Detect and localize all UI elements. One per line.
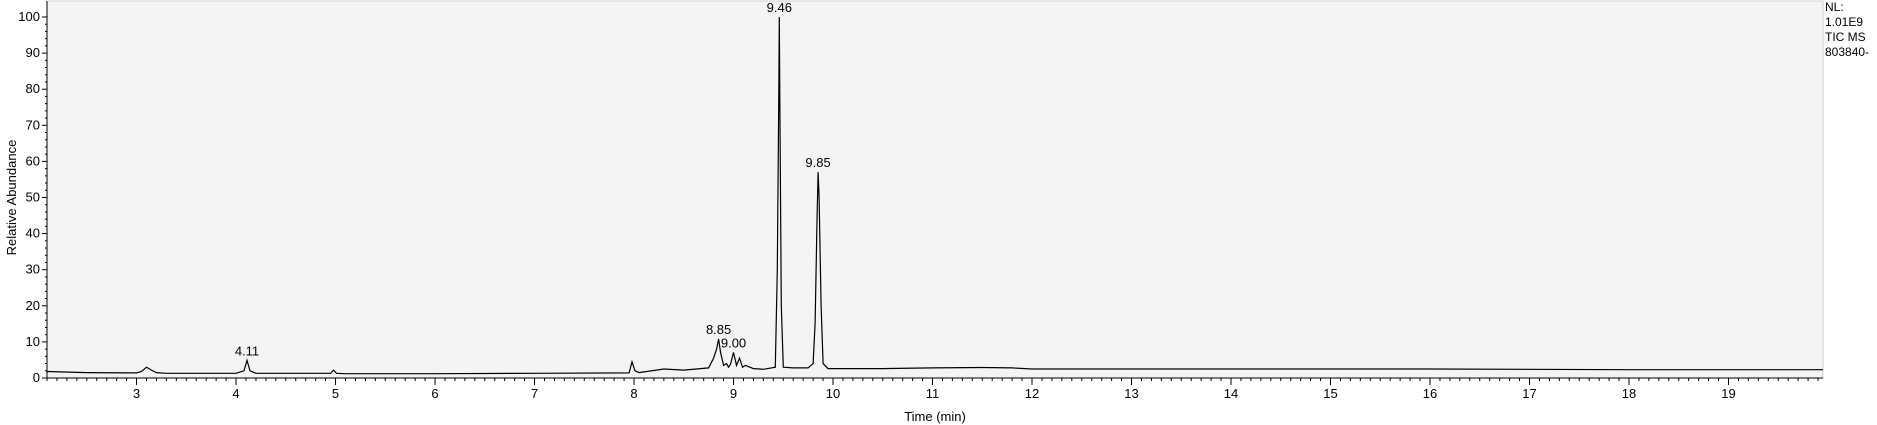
x-tick-label: 3: [133, 386, 140, 401]
y-tick-label: 100: [18, 9, 40, 24]
x-axis-title: Time (min): [904, 409, 966, 424]
x-tick-label: 9: [730, 386, 737, 401]
y-axis-title: Relative Abundance: [4, 140, 19, 256]
y-tick-label: 50: [26, 190, 40, 205]
y-tick-label: 0: [33, 370, 40, 385]
peak-label: 4.11: [235, 343, 259, 358]
x-tick-label: 13: [1124, 386, 1138, 401]
y-tick-label: 10: [26, 334, 40, 349]
x-tick-label: 18: [1622, 386, 1636, 401]
axes: [46, 1, 1823, 379]
x-tick-label: 10: [826, 386, 840, 401]
y-tick-label: 80: [26, 81, 40, 96]
x-tick-label: 6: [431, 386, 438, 401]
y-tick-label: 20: [26, 298, 40, 313]
x-tick-label: 5: [332, 386, 339, 401]
x-tick-label: 19: [1721, 386, 1735, 401]
peak-labels: 4.11 8.859.00 9.46 9.85: [235, 0, 831, 358]
peak-label: 9.85: [805, 155, 830, 170]
x-tick-label: 16: [1423, 386, 1437, 401]
x-tick-label: 11: [926, 386, 940, 401]
x-tick-label: 15: [1323, 386, 1337, 401]
chromatogram-trace: [46, 16, 1823, 375]
x-tick-label: 7: [531, 386, 538, 401]
peak-label: 8.85: [706, 322, 731, 337]
x-tick-label: 8: [630, 386, 637, 401]
peak-label: 9.46: [767, 0, 792, 15]
peak-label: 9.00: [721, 335, 746, 350]
x-tick-label: 17: [1522, 386, 1536, 401]
y-tick-label: 30: [26, 262, 40, 277]
plot-area: [46, 0, 1824, 379]
nl-label: NL:: [1825, 0, 1844, 14]
nl-value: 1.01E9: [1825, 15, 1864, 29]
x-tick-label: 4: [232, 386, 239, 401]
trace-type: TIC MS: [1825, 30, 1866, 44]
y-tick-label: 60: [26, 153, 40, 168]
x-tick-label: 12: [1025, 386, 1039, 401]
y-tick-label: 90: [26, 45, 40, 60]
y-tick-label: 70: [26, 117, 40, 132]
x-tick-label: 14: [1224, 386, 1238, 401]
ticks: 0 10 20 30 40 50 60 70 80 90 100 3 4 5 6 7 8 9 10 11 12 13 14 1…: [18, 9, 1819, 401]
info-panel: NL: 1.01E9 TIC MS 803840-: [1825, 0, 1869, 60]
y-tick-label: 40: [26, 226, 40, 241]
file-name: 803840-: [1825, 45, 1870, 59]
